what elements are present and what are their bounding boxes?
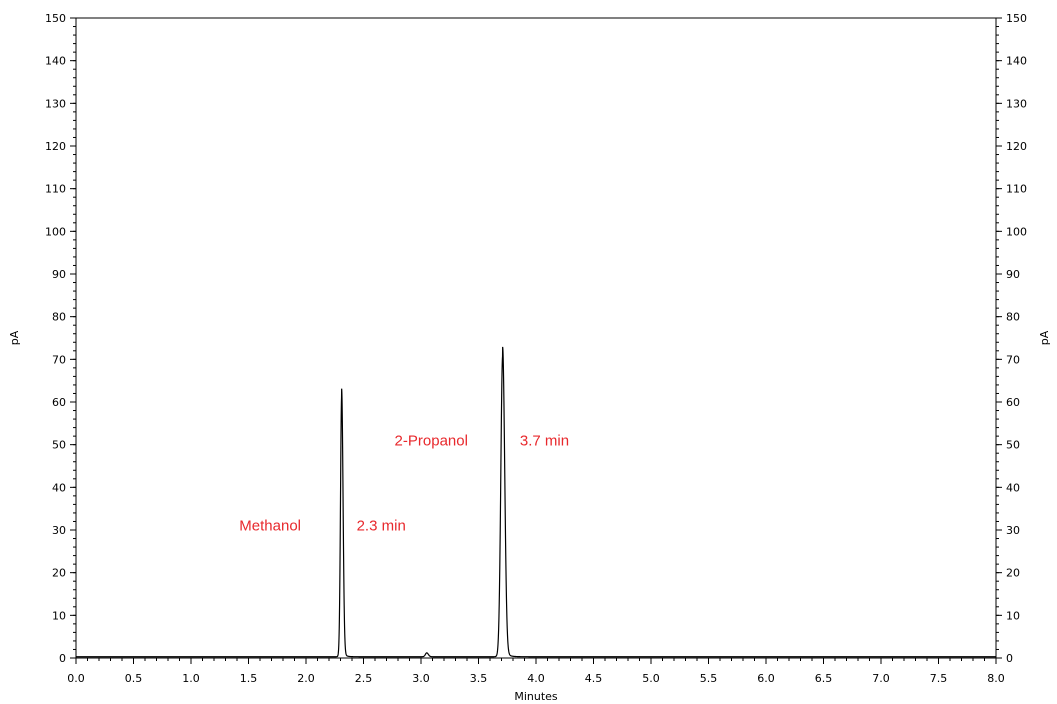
- y-tick-label-right: 100: [1006, 225, 1027, 238]
- x-tick-label: 4.0: [527, 672, 545, 685]
- x-tick-label: 3.5: [470, 672, 488, 685]
- x-tick-label: 6.5: [815, 672, 833, 685]
- y-tick-label-left: 20: [52, 567, 66, 580]
- y-tick-label-right: 30: [1006, 524, 1020, 537]
- plot-frame: [75, 17, 997, 659]
- tick-labels: 0.0 0.5 1.0 1.5 2.0 2.5 3.0 3.5 4.0 4.5 5.0 5.5 6.0 6…: [45, 12, 1027, 685]
- x-tick-label: 1.5: [240, 672, 258, 685]
- y-tick-label-right: 130: [1006, 97, 1027, 110]
- y-tick-label-left: 40: [52, 481, 66, 494]
- y-tick-label-left: 120: [45, 140, 66, 153]
- y-tick-label-right: 10: [1006, 609, 1020, 622]
- y-tick-label-right: 80: [1006, 311, 1020, 324]
- signal-trace: [76, 346, 996, 658]
- x-tick-label: 2.0: [297, 672, 315, 685]
- y-tick-label-right: 110: [1006, 183, 1027, 196]
- y-tick-label-left: 80: [52, 311, 66, 324]
- x-tick-label: 1.0: [182, 672, 200, 685]
- peak-label: Methanol: [239, 518, 301, 535]
- x-tick-label: 0.5: [125, 672, 143, 685]
- y-tick-label-right: 20: [1006, 567, 1020, 580]
- peak-annotations: Methanol 2.3 min 2-Propanol 3.7 min: [239, 432, 569, 534]
- x-tick-label: 3.0: [412, 672, 430, 685]
- y-tick-label-right: 150: [1006, 12, 1027, 25]
- y-tick-label-right: 50: [1006, 439, 1020, 452]
- x-tick-label: 5.5: [700, 672, 718, 685]
- y-tick-label-right: 120: [1006, 140, 1027, 153]
- y-tick-label-left: 60: [52, 396, 66, 409]
- peak-label: 3.7 min: [520, 432, 569, 449]
- x-axis-title: Minutes: [514, 690, 558, 703]
- x-tick-label: 4.5: [585, 672, 603, 685]
- y-tick-label-left: 150: [45, 12, 66, 25]
- y-tick-label-left: 130: [45, 97, 66, 110]
- x-tick-label: 0.0: [67, 672, 85, 685]
- x-tick-label: 7.0: [872, 672, 890, 685]
- y-tick-label-right: 0: [1006, 652, 1013, 665]
- y-tick-label-left: 50: [52, 439, 66, 452]
- peak-label: 2.3 min: [357, 518, 406, 535]
- y-tick-label-right: 70: [1006, 353, 1020, 366]
- x-tick-label: 2.5: [355, 672, 373, 685]
- y-tick-label-right: 60: [1006, 396, 1020, 409]
- y-tick-label-left: 30: [52, 524, 66, 537]
- x-tick-label: 7.5: [930, 672, 948, 685]
- y-tick-label-right: 90: [1006, 268, 1020, 281]
- y-tick-label-left: 90: [52, 268, 66, 281]
- y-axis-title-right: pA: [1038, 330, 1051, 345]
- peak-label: 2-Propanol: [395, 432, 468, 449]
- axis-ticks: [70, 17, 1002, 664]
- y-tick-label-left: 10: [52, 609, 66, 622]
- y-tick-label-left: 140: [45, 55, 66, 68]
- x-tick-label: 6.0: [757, 672, 775, 685]
- y-axis-title-left: pA: [8, 330, 21, 345]
- y-tick-label-right: 140: [1006, 55, 1027, 68]
- x-tick-label: 8.0: [987, 672, 1005, 685]
- y-tick-label-left: 100: [45, 225, 66, 238]
- y-tick-label-left: 70: [52, 353, 66, 366]
- y-tick-label-left: 110: [45, 183, 66, 196]
- y-tick-label-right: 40: [1006, 481, 1020, 494]
- y-tick-label-left: 0: [59, 652, 66, 665]
- x-tick-label: 5.0: [642, 672, 660, 685]
